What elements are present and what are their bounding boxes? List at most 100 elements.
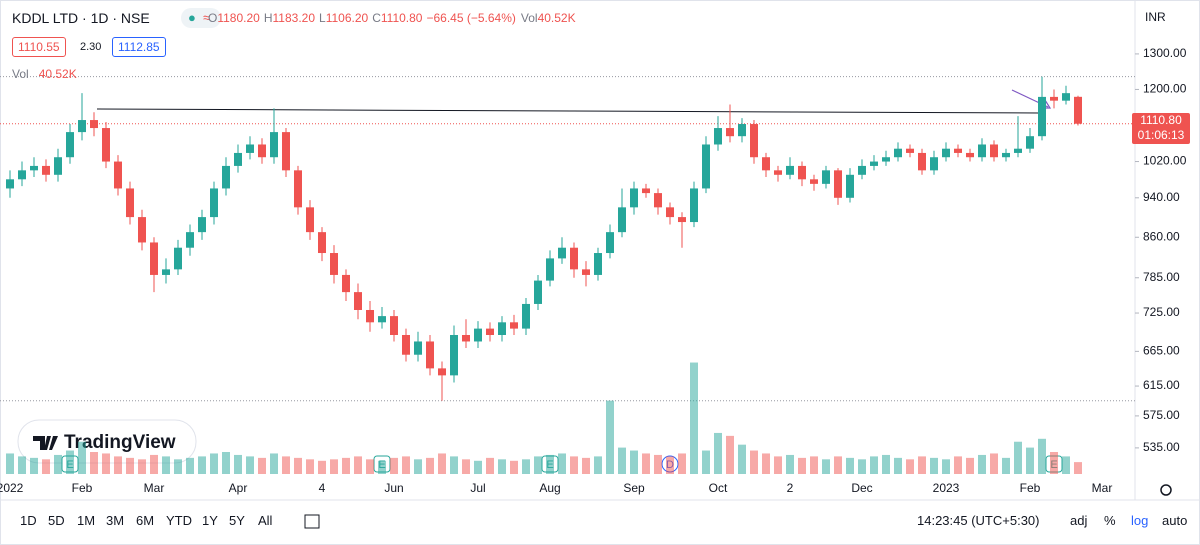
logo-text: TradingView bbox=[64, 432, 176, 453]
calendar-icon[interactable] bbox=[304, 514, 320, 529]
spread: 2.30 bbox=[80, 41, 102, 53]
vol-legend: Vol 40.52K bbox=[12, 67, 77, 81]
volume-bar bbox=[702, 450, 710, 474]
candle-body bbox=[30, 165, 38, 171]
candle-body bbox=[714, 128, 722, 145]
option-button[interactable]: adj bbox=[1070, 513, 1088, 528]
candle-body bbox=[78, 120, 86, 133]
volume-bar bbox=[318, 460, 326, 474]
x-tick-label: Apr bbox=[229, 481, 248, 495]
volume-bar bbox=[990, 453, 998, 474]
candle-body bbox=[462, 334, 470, 342]
volume-bar bbox=[402, 456, 410, 474]
range-button[interactable]: YTD bbox=[166, 513, 192, 528]
volume-bar bbox=[126, 457, 134, 474]
candle-body bbox=[138, 217, 146, 243]
candle-body bbox=[810, 179, 818, 184]
volume-bar bbox=[1014, 441, 1022, 474]
candle-body bbox=[882, 157, 890, 162]
volume-bar bbox=[342, 457, 350, 474]
range-button[interactable]: 1Y bbox=[202, 513, 218, 528]
vol-value: 40.52K bbox=[537, 11, 576, 25]
candle-body bbox=[606, 232, 614, 254]
x-tick-label: Feb bbox=[72, 481, 93, 495]
y-tick-label: 940.00 bbox=[1143, 190, 1180, 204]
volume-bar bbox=[1026, 447, 1034, 474]
settings-icon[interactable] bbox=[1160, 484, 1172, 496]
candle-body bbox=[726, 128, 734, 137]
volume-bar bbox=[618, 447, 626, 474]
candle-body bbox=[474, 328, 482, 342]
option-button[interactable]: % bbox=[1104, 513, 1116, 528]
candle-body bbox=[414, 341, 422, 355]
candle-body bbox=[546, 258, 554, 281]
volume-bar bbox=[78, 441, 86, 474]
candle-body bbox=[126, 188, 134, 218]
candle-body bbox=[510, 322, 518, 329]
candle-body bbox=[666, 207, 674, 218]
candle-body bbox=[498, 322, 506, 335]
candle-body bbox=[174, 247, 182, 270]
candle-body bbox=[990, 144, 998, 158]
candle-body bbox=[570, 247, 578, 270]
currency[interactable]: INR bbox=[1145, 10, 1166, 24]
candle-body bbox=[774, 170, 782, 175]
candle-body bbox=[198, 217, 206, 233]
candle-body bbox=[1062, 93, 1070, 101]
volume-bar bbox=[366, 459, 374, 474]
candle-body bbox=[390, 316, 398, 335]
volume-bar bbox=[102, 453, 110, 474]
y-tick-label: 860.00 bbox=[1143, 229, 1180, 243]
candle-body bbox=[846, 174, 854, 198]
candle-body bbox=[18, 170, 26, 180]
range-button[interactable]: 3M bbox=[106, 513, 125, 528]
candle-body bbox=[594, 253, 602, 275]
quote-value: 1110.80 bbox=[380, 11, 423, 25]
y-tick-label: 575.00 bbox=[1143, 408, 1180, 422]
range-button[interactable]: 5D bbox=[48, 513, 65, 528]
volume-bar bbox=[474, 460, 482, 474]
candle-body bbox=[678, 217, 686, 223]
volume-bar bbox=[378, 460, 386, 474]
range-button[interactable]: 6M bbox=[136, 513, 155, 528]
candle-body bbox=[786, 165, 794, 175]
range-button[interactable]: 1D bbox=[20, 513, 37, 528]
volume-bar bbox=[882, 454, 890, 474]
candle-body bbox=[858, 165, 866, 175]
candle-body bbox=[42, 165, 50, 175]
range-button[interactable]: All bbox=[258, 513, 273, 528]
option-button[interactable]: auto bbox=[1162, 513, 1188, 528]
candle-body bbox=[630, 188, 638, 208]
candle-body bbox=[870, 161, 878, 166]
candle-body bbox=[486, 328, 494, 335]
x-tick-label: Mar bbox=[144, 481, 165, 495]
volume-bar bbox=[90, 452, 98, 474]
volume-bar bbox=[414, 459, 422, 474]
volume-bar bbox=[858, 459, 866, 474]
candle-body bbox=[1026, 136, 1034, 149]
volume-bar bbox=[1050, 452, 1058, 474]
volume-bar bbox=[546, 454, 554, 474]
volume-bar bbox=[534, 456, 542, 474]
volume-bar bbox=[1062, 456, 1070, 474]
volume-bar bbox=[450, 456, 458, 474]
y-tick-label: 535.00 bbox=[1143, 440, 1180, 454]
vol-key: Vol bbox=[520, 11, 538, 25]
volume-bar bbox=[894, 457, 902, 474]
y-tick-label: 1200.00 bbox=[1143, 82, 1187, 96]
candle-body bbox=[642, 188, 650, 194]
option-button[interactable]: log bbox=[1131, 513, 1149, 528]
candle-body bbox=[762, 157, 770, 171]
quote-value: 1180.20 bbox=[217, 11, 260, 25]
vol-key: Vol bbox=[12, 67, 29, 81]
candle-body bbox=[1074, 96, 1082, 124]
range-button[interactable]: 1M bbox=[77, 513, 96, 528]
x-tick-label: 4 bbox=[319, 481, 326, 495]
range-button[interactable]: 5Y bbox=[229, 513, 245, 528]
volume-bar bbox=[918, 456, 926, 474]
x-tick-label: Dec bbox=[851, 481, 872, 495]
volume-bar bbox=[786, 454, 794, 474]
volume-bar bbox=[942, 459, 950, 474]
